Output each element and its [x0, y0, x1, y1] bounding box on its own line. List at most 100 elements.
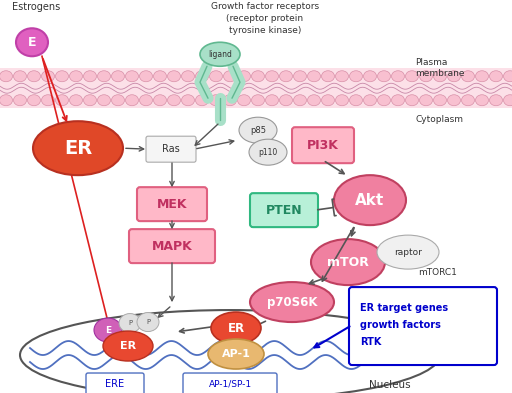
FancyBboxPatch shape	[183, 373, 277, 393]
Ellipse shape	[434, 95, 446, 106]
Text: Plasma
membrane: Plasma membrane	[415, 58, 464, 78]
Ellipse shape	[350, 95, 362, 106]
FancyBboxPatch shape	[86, 373, 144, 393]
Text: PI3K: PI3K	[307, 139, 339, 152]
Ellipse shape	[154, 71, 166, 82]
Ellipse shape	[224, 71, 237, 82]
Ellipse shape	[322, 95, 334, 106]
Ellipse shape	[406, 71, 418, 82]
Ellipse shape	[211, 312, 261, 344]
Ellipse shape	[476, 71, 488, 82]
Text: Estrogens: Estrogens	[12, 2, 60, 12]
Ellipse shape	[137, 312, 159, 332]
Text: mTORC1: mTORC1	[418, 268, 457, 277]
Ellipse shape	[167, 95, 181, 106]
Ellipse shape	[280, 71, 292, 82]
Ellipse shape	[55, 71, 69, 82]
Ellipse shape	[181, 95, 195, 106]
Ellipse shape	[335, 95, 349, 106]
Text: AP-1: AP-1	[222, 349, 250, 359]
Text: ER: ER	[120, 341, 136, 351]
Ellipse shape	[112, 95, 124, 106]
Text: growth factors: growth factors	[360, 320, 441, 330]
Ellipse shape	[41, 95, 54, 106]
Text: p85: p85	[250, 126, 266, 135]
FancyBboxPatch shape	[137, 187, 207, 221]
Ellipse shape	[377, 235, 439, 269]
Ellipse shape	[154, 95, 166, 106]
Text: mTOR: mTOR	[327, 255, 369, 268]
Ellipse shape	[94, 318, 122, 342]
Ellipse shape	[200, 42, 240, 66]
Text: Ras: Ras	[162, 144, 180, 154]
Ellipse shape	[251, 71, 265, 82]
Ellipse shape	[308, 71, 321, 82]
Ellipse shape	[28, 71, 40, 82]
Text: p110: p110	[259, 148, 278, 157]
Ellipse shape	[266, 71, 279, 82]
Ellipse shape	[125, 95, 139, 106]
Text: ER target genes: ER target genes	[360, 303, 448, 313]
FancyBboxPatch shape	[129, 229, 215, 263]
Text: p70S6K: p70S6K	[267, 296, 317, 309]
Ellipse shape	[16, 28, 48, 56]
Ellipse shape	[97, 95, 111, 106]
Ellipse shape	[181, 71, 195, 82]
Ellipse shape	[308, 95, 321, 106]
Text: Cytoplasm: Cytoplasm	[415, 115, 463, 124]
Ellipse shape	[447, 95, 460, 106]
Ellipse shape	[364, 71, 376, 82]
Ellipse shape	[13, 95, 27, 106]
Ellipse shape	[377, 95, 391, 106]
Text: E: E	[105, 325, 111, 334]
Ellipse shape	[224, 95, 237, 106]
Text: ER: ER	[227, 321, 245, 334]
Ellipse shape	[83, 95, 96, 106]
FancyBboxPatch shape	[292, 127, 354, 163]
Ellipse shape	[112, 71, 124, 82]
Ellipse shape	[33, 121, 123, 175]
Ellipse shape	[461, 71, 475, 82]
Ellipse shape	[125, 71, 139, 82]
Ellipse shape	[196, 95, 208, 106]
Ellipse shape	[503, 71, 512, 82]
Ellipse shape	[196, 71, 208, 82]
Ellipse shape	[392, 95, 404, 106]
Ellipse shape	[293, 71, 307, 82]
Ellipse shape	[447, 71, 460, 82]
Ellipse shape	[28, 95, 40, 106]
Ellipse shape	[251, 95, 265, 106]
Ellipse shape	[97, 71, 111, 82]
Ellipse shape	[209, 71, 223, 82]
Text: RTK: RTK	[360, 337, 381, 347]
FancyBboxPatch shape	[349, 287, 497, 365]
Text: MAPK: MAPK	[152, 240, 193, 253]
Ellipse shape	[334, 175, 406, 225]
Ellipse shape	[0, 95, 12, 106]
Ellipse shape	[83, 71, 96, 82]
Ellipse shape	[311, 239, 385, 285]
Text: P: P	[128, 320, 132, 326]
Ellipse shape	[503, 95, 512, 106]
Text: P: P	[146, 319, 150, 325]
Ellipse shape	[167, 71, 181, 82]
Ellipse shape	[139, 71, 153, 82]
Ellipse shape	[461, 95, 475, 106]
Ellipse shape	[55, 95, 69, 106]
Ellipse shape	[239, 117, 277, 143]
Ellipse shape	[489, 95, 502, 106]
Ellipse shape	[280, 95, 292, 106]
Ellipse shape	[249, 139, 287, 165]
Text: ligand: ligand	[208, 50, 232, 59]
Text: raptor: raptor	[394, 248, 422, 257]
Ellipse shape	[70, 95, 82, 106]
Text: E: E	[28, 36, 36, 49]
Ellipse shape	[70, 71, 82, 82]
Ellipse shape	[377, 71, 391, 82]
Ellipse shape	[238, 95, 250, 106]
Ellipse shape	[250, 282, 334, 322]
Ellipse shape	[406, 95, 418, 106]
Text: ER: ER	[64, 139, 92, 158]
Ellipse shape	[476, 95, 488, 106]
Ellipse shape	[419, 71, 433, 82]
